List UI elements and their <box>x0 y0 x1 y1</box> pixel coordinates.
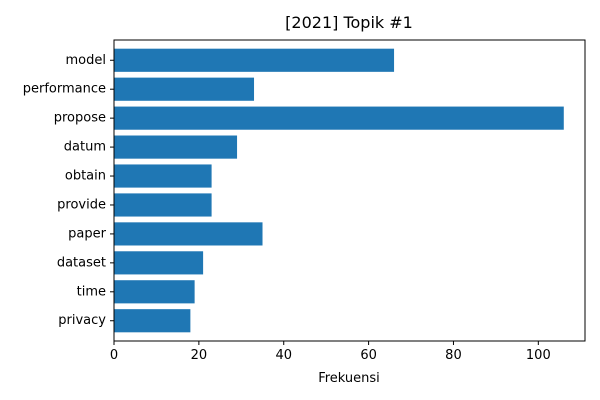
y-tick-label: time <box>77 284 106 299</box>
bars-group <box>114 48 564 333</box>
x-tick-label: 60 <box>360 348 377 363</box>
bar-propose <box>114 106 564 130</box>
y-axis-ticks: model performance propose datum obtain provid… <box>23 53 114 328</box>
y-tick-label: model <box>66 53 106 68</box>
x-tick-label: 100 <box>526 348 551 363</box>
y-tick-label: obtain <box>65 169 106 184</box>
x-tick-label: 0 <box>110 348 118 363</box>
y-tick-label: paper <box>68 226 106 241</box>
y-tick-label: performance <box>23 82 106 97</box>
bar-model <box>114 48 395 72</box>
bar-obtain <box>114 164 212 188</box>
bar-dataset <box>114 251 204 275</box>
chart-title: [2021] Topik #1 <box>285 13 413 32</box>
bar-paper <box>114 222 263 246</box>
x-axis-label: Frekuensi <box>318 371 380 386</box>
x-tick-label: 40 <box>275 348 292 363</box>
plot-frame <box>113 39 586 342</box>
bar-privacy <box>114 309 191 333</box>
bar-time <box>114 280 195 304</box>
bar-datum <box>114 135 238 159</box>
x-axis-ticks: 0 20 40 60 80 100 <box>110 341 551 363</box>
y-tick-label: dataset <box>57 255 106 270</box>
x-tick-label: 20 <box>191 348 208 363</box>
y-tick-label: datum <box>64 140 106 155</box>
x-tick-label: 80 <box>445 348 462 363</box>
y-tick-label: privacy <box>58 313 106 328</box>
y-tick-label: propose <box>54 111 106 126</box>
bar-performance <box>114 77 255 101</box>
bar-provide <box>114 193 212 217</box>
y-tick-label: provide <box>57 197 106 212</box>
